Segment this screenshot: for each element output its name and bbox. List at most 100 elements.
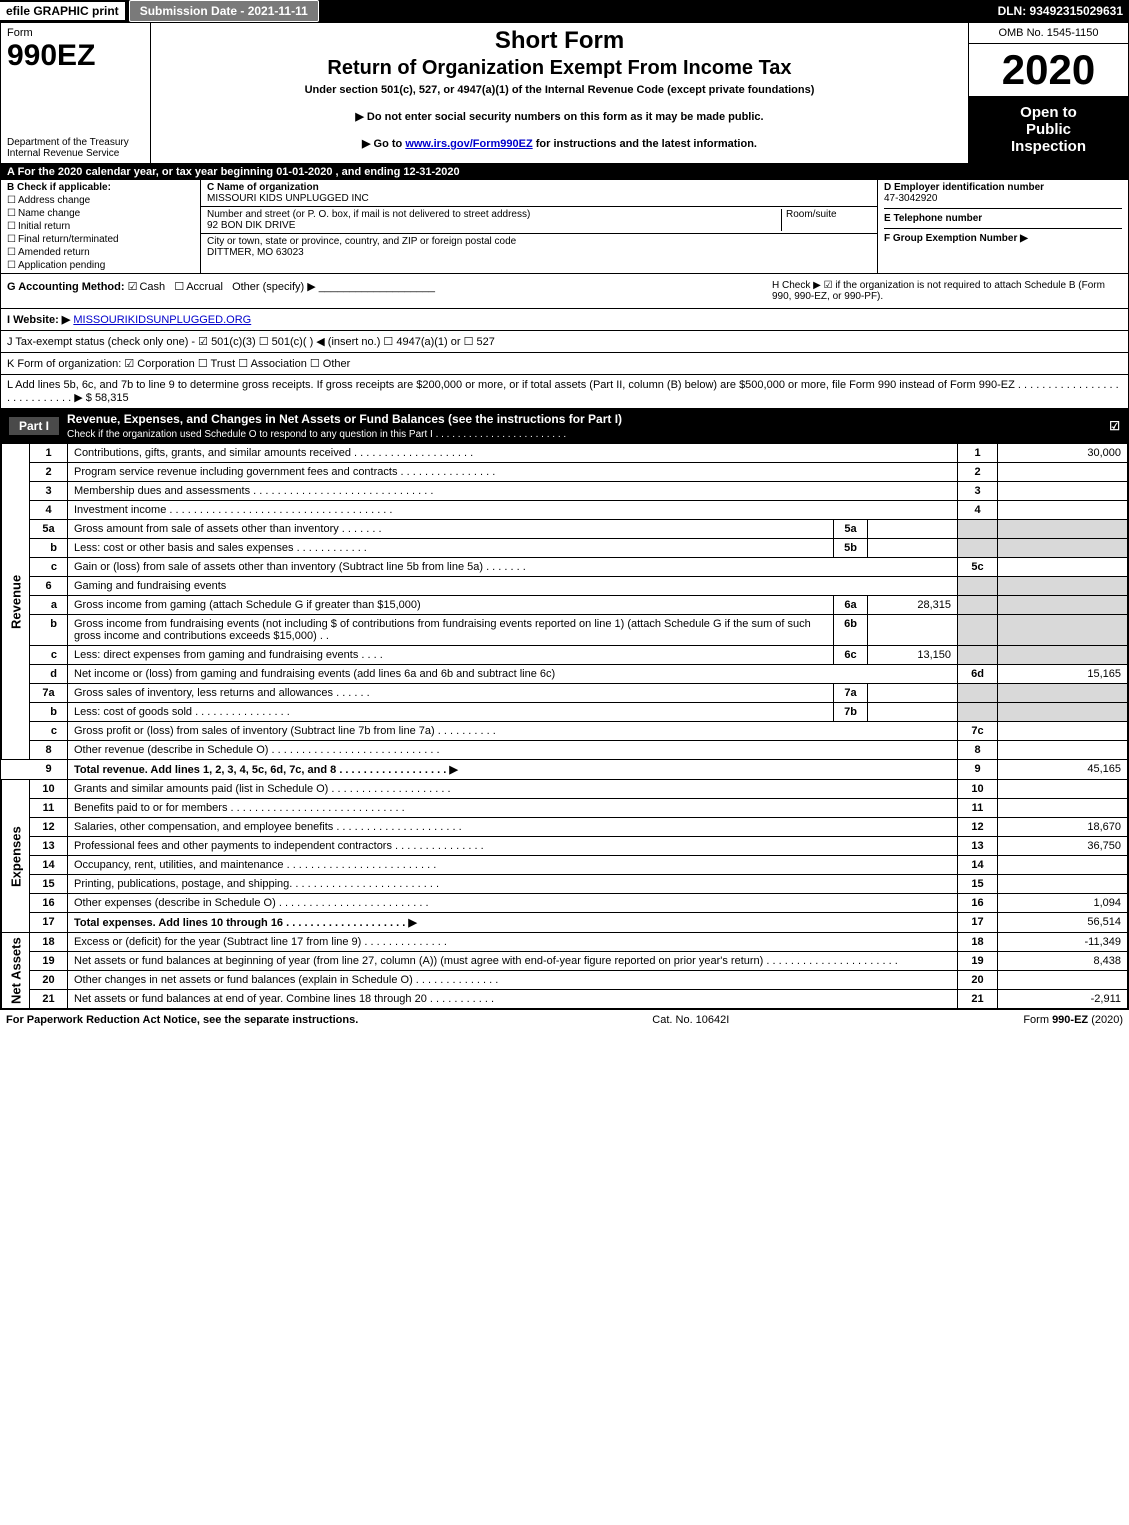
h-check: H Check ▶ ☑ if the organization is not r… xyxy=(772,280,1122,302)
ln-20: 20 xyxy=(30,971,68,990)
ln-16: 16 xyxy=(30,894,68,913)
g-cash[interactable]: Cash xyxy=(128,281,166,293)
goto-suffix: for instructions and the latest informat… xyxy=(533,138,757,150)
ln-6: 6 xyxy=(30,577,68,596)
efile-print-label[interactable]: efile GRAPHIC print xyxy=(0,2,125,20)
rv-10 xyxy=(998,780,1128,799)
goto-line: ▶ Go to www.irs.gov/Form990EZ for instru… xyxy=(159,137,960,150)
c-city-label: City or town, state or province, country… xyxy=(207,236,516,247)
d-ein-label: D Employer identification number xyxy=(884,182,1044,193)
rv-2 xyxy=(998,463,1128,482)
rv-19: 8,438 xyxy=(998,952,1128,971)
desc-19: Net assets or fund balances at beginning… xyxy=(68,952,958,971)
desc-5a: Gross amount from sale of assets other t… xyxy=(68,520,834,539)
ln-7b: b xyxy=(30,703,68,722)
part-1-check[interactable]: ☑ xyxy=(1109,419,1120,433)
open-line-2: Public xyxy=(973,121,1124,138)
chk-address-change[interactable]: Address change xyxy=(7,195,194,206)
rl-7a-grey xyxy=(958,684,998,703)
line-a-tax-year: A For the 2020 calendar year, or tax yea… xyxy=(1,164,1128,180)
irs-link[interactable]: www.irs.gov/Form990EZ xyxy=(405,138,532,150)
footer-right: Form 990-EZ (2020) xyxy=(1023,1014,1123,1026)
c-addr-label: Number and street (or P. O. box, if mail… xyxy=(207,209,530,220)
footer-left: For Paperwork Reduction Act Notice, see … xyxy=(6,1014,358,1026)
chk-amended-return[interactable]: Amended return xyxy=(7,247,194,258)
chk-application-pending[interactable]: Application pending xyxy=(7,260,194,271)
rl-15: 15 xyxy=(958,875,998,894)
footer-mid: Cat. No. 10642I xyxy=(652,1014,729,1026)
rl-17: 17 xyxy=(958,913,998,933)
desc-17: Total expenses. Add lines 10 through 16 … xyxy=(68,913,958,933)
j-tax-exempt-row: J Tax-exempt status (check only one) - ☑… xyxy=(1,331,1128,353)
desc-12: Salaries, other compensation, and employ… xyxy=(68,818,958,837)
g-accrual[interactable]: Accrual xyxy=(174,281,223,293)
rv-6-grey xyxy=(998,577,1128,596)
desc-1: Contributions, gifts, grants, and simila… xyxy=(68,444,958,463)
revenue-tab: Revenue xyxy=(2,444,30,760)
chk-initial-return[interactable]: Initial return xyxy=(7,221,194,232)
g-label: G Accounting Method: xyxy=(7,281,125,293)
short-form-title: Short Form xyxy=(159,27,960,55)
rl-2: 2 xyxy=(958,463,998,482)
ln-6a: a xyxy=(30,596,68,615)
rl-20: 20 xyxy=(958,971,998,990)
ln-5a: 5a xyxy=(30,520,68,539)
open-line-1: Open to xyxy=(973,104,1124,121)
submission-date-button[interactable]: Submission Date - 2021-11-11 xyxy=(129,0,319,22)
ln-12: 12 xyxy=(30,818,68,837)
desc-11: Benefits paid to or for members . . . . … xyxy=(68,799,958,818)
desc-6b: Gross income from fundraising events (no… xyxy=(68,615,834,646)
l-text: L Add lines 5b, 6c, and 7b to line 9 to … xyxy=(7,379,1119,404)
bcde-block: B Check if applicable: Address change Na… xyxy=(1,180,1128,274)
rv-12: 18,670 xyxy=(998,818,1128,837)
desc-6d: Net income or (loss) from gaming and fun… xyxy=(68,665,958,684)
desc-3: Membership dues and assessments . . . . … xyxy=(68,482,958,501)
rl-3: 3 xyxy=(958,482,998,501)
mv-5a xyxy=(868,520,958,539)
rv-8 xyxy=(998,741,1128,760)
rv-17: 56,514 xyxy=(998,913,1128,933)
mv-6b xyxy=(868,615,958,646)
rv-3 xyxy=(998,482,1128,501)
expenses-tab: Expenses xyxy=(2,780,30,933)
desc-6a: Gross income from gaming (attach Schedul… xyxy=(68,596,834,615)
ln-6c: c xyxy=(30,646,68,665)
rv-20 xyxy=(998,971,1128,990)
rl-7c: 7c xyxy=(958,722,998,741)
rl-6d: 6d xyxy=(958,665,998,684)
room-suite-label: Room/suite xyxy=(786,209,837,220)
desc-18: Excess or (deficit) for the year (Subtra… xyxy=(68,933,958,952)
g-other[interactable]: Other (specify) ▶ xyxy=(232,281,316,293)
ln-8: 8 xyxy=(30,741,68,760)
rv-14 xyxy=(998,856,1128,875)
org-name: MISSOURI KIDS UNPLUGGED INC xyxy=(207,193,369,204)
footer-right-form: 990-EZ xyxy=(1052,1014,1088,1026)
rl-10: 10 xyxy=(958,780,998,799)
mv-7b xyxy=(868,703,958,722)
desc-2: Program service revenue including govern… xyxy=(68,463,958,482)
rv-5b-grey xyxy=(998,539,1128,558)
b-title: B Check if applicable: xyxy=(7,182,111,193)
chk-name-change[interactable]: Name change xyxy=(7,208,194,219)
desc-7a: Gross sales of inventory, less returns a… xyxy=(68,684,834,703)
form-container: Form 990EZ Department of the Treasury In… xyxy=(0,22,1129,1010)
desc-10: Grants and similar amounts paid (list in… xyxy=(68,780,958,799)
rv-18: -11,349 xyxy=(998,933,1128,952)
header-mid-block: Short Form Return of Organization Exempt… xyxy=(151,23,968,163)
mv-7a xyxy=(868,684,958,703)
ln-18: 18 xyxy=(30,933,68,952)
desc-5c: Gain or (loss) from sale of assets other… xyxy=(68,558,958,577)
b-column: B Check if applicable: Address change Na… xyxy=(1,180,201,273)
part-1-header: Part I Revenue, Expenses, and Changes in… xyxy=(1,409,1128,443)
chk-final-return[interactable]: Final return/terminated xyxy=(7,234,194,245)
rl-8: 8 xyxy=(958,741,998,760)
rl-6a-grey xyxy=(958,596,998,615)
rv-6a-grey xyxy=(998,596,1128,615)
goto-prefix: ▶ Go to xyxy=(362,138,405,150)
part-1-title: Revenue, Expenses, and Changes in Net As… xyxy=(67,412,622,426)
ml-5a: 5a xyxy=(834,520,868,539)
website-link[interactable]: MISSOURIKIDSUNPLUGGED.ORG xyxy=(73,314,251,326)
f-group-label: F Group Exemption Number ▶ xyxy=(884,233,1028,244)
ln-17: 17 xyxy=(30,913,68,933)
rl-6-grey xyxy=(958,577,998,596)
